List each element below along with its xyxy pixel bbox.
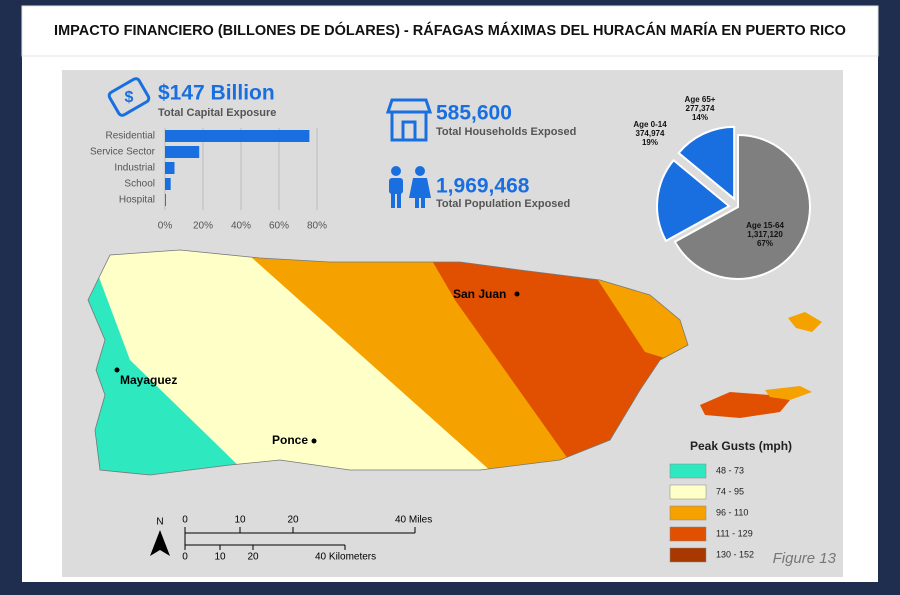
households-label: Total Households Exposed [436,126,576,138]
legend-label: 74 - 95 [716,486,744,496]
city-dot [311,438,317,444]
bar [165,162,175,174]
city-label: San Juan [453,287,506,301]
x-tick-label: 60% [269,221,289,232]
bar [165,130,310,142]
y-tick-label: Hospital [119,195,155,206]
y-tick-label: Industrial [114,163,155,174]
zone [88,250,245,475]
island-outline [87,249,689,476]
city-dot [514,291,520,297]
y-tick-label: Residential [106,131,155,142]
figure-label: Figure 13 [773,550,837,567]
legend-title: Peak Gusts (mph) [690,439,792,453]
capital-label: Total Capital Exposure [158,107,276,119]
svg-text:$: $ [125,89,134,106]
bar [165,146,200,158]
slice-name: Age 65+ [685,95,716,104]
x-tick-label: 20% [193,221,213,232]
store-icon [385,98,433,142]
legend-label: 48 - 73 [716,465,744,475]
km-label: 20 [247,552,259,563]
city-dot [114,367,120,373]
km-label: 0 [182,552,188,563]
people-icon [389,166,431,208]
map [88,250,688,475]
x-tick-label: 0% [158,221,173,232]
legend-swatch [669,463,707,479]
city-label: Mayaguez [120,373,177,387]
slice-count: 277,374 [686,104,715,113]
islet [765,386,812,400]
pie-slice [677,125,736,201]
x-tick-label: 40% [231,221,251,232]
legend-swatch [669,505,707,521]
households-amount: 585,600 [436,102,512,125]
scale-bar [184,527,416,550]
legend-swatch [669,484,707,500]
y-tick-label: School [124,179,155,190]
legend-label: 111 - 129 [716,528,753,538]
city-label: Ponce [272,433,308,447]
population-amount: 1,969,468 [436,175,530,198]
slice-percent: 19% [642,138,658,147]
legend-swatch [669,526,707,542]
title-bar [21,5,879,57]
miles-label: 20 [287,515,299,526]
slice-percent: 67% [757,239,773,248]
y-tick-label: Service Sector [90,147,156,158]
legend-swatch [669,547,707,563]
title: IMPACTO FINANCIERO (BILLONES DE DÓLARES)… [54,21,846,39]
legend-label: 130 - 152 [716,549,754,559]
capital-amount: $147 Billion [158,82,275,105]
pie-slice [656,158,731,243]
population-label: Total Population Exposed [436,198,570,210]
slice-percent: 14% [692,113,708,122]
km-label: 40 Kilometers [315,552,376,563]
legend-label: 96 - 110 [716,507,748,517]
islet [700,392,790,418]
north-label: N [156,517,163,528]
miles-label: 0 [182,515,188,526]
north-arrow [150,530,170,556]
bar [165,194,166,206]
pie-slice [673,133,811,280]
slice-name: Age 0-14 [633,120,667,129]
km-label: 10 [214,552,226,563]
miles-label: 10 [234,515,246,526]
slice-count: 374,974 [636,129,665,138]
slice-count: 1,317,120 [747,230,783,239]
x-tick-label: 80% [307,221,327,232]
islet [788,312,822,332]
dollar-icon: $ [107,77,151,117]
slice-name: Age 15-64 [746,221,784,230]
miles-label: 40 Miles [395,515,432,526]
bar [165,178,171,190]
